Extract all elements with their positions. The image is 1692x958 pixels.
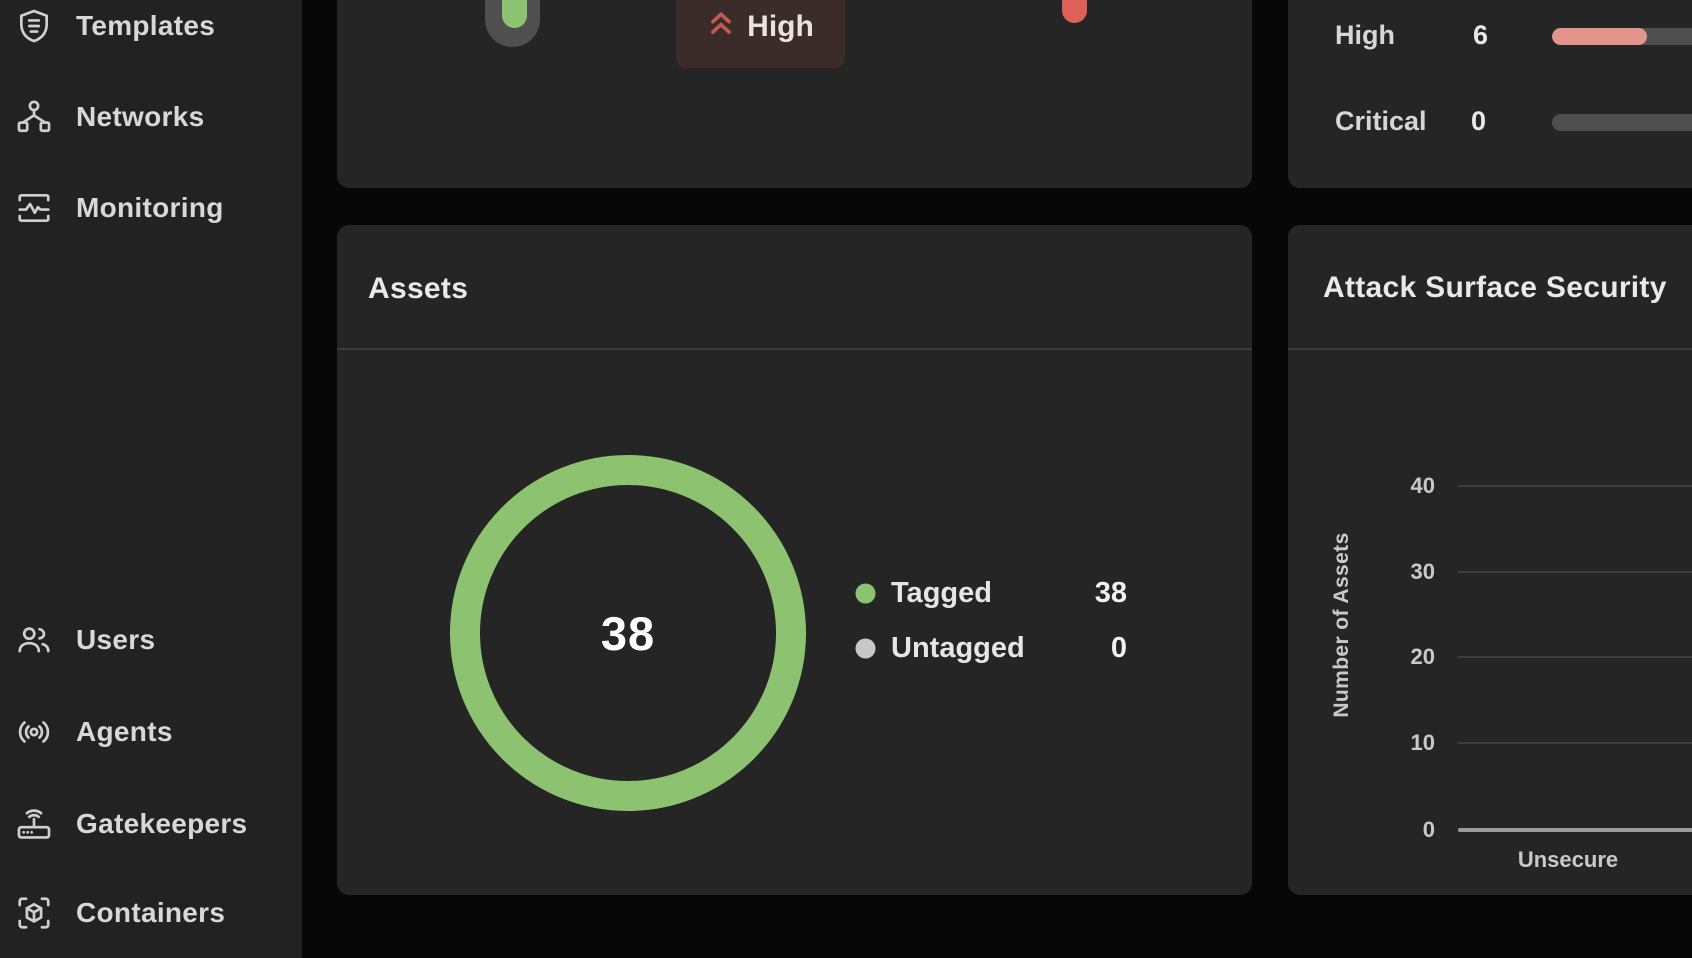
sidebar-item-label: Templates — [76, 10, 216, 41]
sidebar-item-label: Containers — [76, 897, 226, 928]
severity-row-value: 0 — [1471, 106, 1487, 136]
assets-total: 38 — [600, 606, 656, 660]
y-tick-40: 40 — [1410, 473, 1435, 498]
severity-summary-card: High 6 Critical 0 — [1288, 0, 1692, 188]
attack-surface-title: Attack Surface Security — [1323, 271, 1667, 304]
sidebar-item-monitoring[interactable]: Monitoring — [0, 185, 302, 231]
y-tick-10: 10 — [1410, 730, 1435, 755]
assets-donut-chart — [450, 455, 806, 811]
sidebar-item-templates[interactable]: Templates — [0, 3, 302, 49]
legend-item-tagged[interactable]: Tagged 38 — [855, 571, 1127, 615]
donut-ring-tagged — [450, 455, 806, 811]
legend-value: 0 — [1110, 631, 1127, 664]
y-tick-30: 30 — [1410, 559, 1435, 584]
tagged-dot-icon — [855, 583, 876, 603]
attack-surface-card: Attack Surface Security Number of Assets… — [1288, 225, 1692, 895]
legend-label: Untagged — [891, 631, 1025, 664]
severity-high-badge[interactable]: High — [676, 0, 845, 68]
severity-bar-high — [1552, 28, 1692, 45]
gauge-fill-red — [1062, 0, 1087, 23]
header-divider — [1288, 348, 1692, 350]
severity-gauges-card: High — [337, 0, 1252, 188]
sidebar-item-label: Gatekeepers — [76, 808, 248, 839]
cube-scan-icon — [12, 891, 56, 935]
router-icon — [12, 802, 56, 846]
y-tick-0: 0 — [1422, 817, 1435, 842]
untagged-dot-icon — [855, 638, 876, 658]
severity-row-label: Critical — [1335, 106, 1427, 136]
severity-badge-label: High — [747, 9, 814, 43]
sidebar-item-gatekeepers[interactable]: Gatekeepers — [0, 801, 302, 847]
severity-bar-critical — [1552, 114, 1692, 131]
gauge-fill-green — [502, 0, 527, 28]
severity-row-value: 6 — [1473, 20, 1489, 50]
sidebar-item-label: Users — [76, 624, 156, 655]
network-nodes-icon — [12, 95, 56, 139]
sidebar-item-label: Networks — [76, 101, 205, 132]
sidebar-item-users[interactable]: Users — [0, 617, 302, 663]
sidebar-item-label: Agents — [76, 716, 173, 747]
assets-card-title: Assets — [368, 272, 469, 305]
sidebar-item-agents[interactable]: Agents — [0, 709, 302, 755]
gridline-40 — [1458, 485, 1692, 487]
gridline-10 — [1458, 742, 1692, 744]
activity-monitor-icon — [12, 186, 56, 230]
legend-item-untagged[interactable]: Untagged 0 — [855, 626, 1127, 670]
gridline-20 — [1458, 656, 1692, 658]
severity-row-label: High — [1335, 20, 1395, 50]
x-axis-baseline — [1458, 828, 1692, 832]
attack-surface-header: Attack Surface Security — [1288, 225, 1692, 348]
y-axis-title: Number of Assets — [1330, 532, 1353, 718]
x-tick-unsecure: Unsecure — [1517, 847, 1619, 872]
severity-bar-high-fill — [1552, 28, 1647, 45]
shield-template-icon — [12, 4, 56, 48]
sidebar-item-networks[interactable]: Networks — [0, 94, 302, 140]
sidebar-item-containers[interactable]: Containers — [0, 890, 302, 936]
broadcast-icon — [12, 710, 56, 754]
assets-card-header: Assets — [337, 225, 1252, 348]
gridline-30 — [1458, 571, 1692, 573]
y-tick-20: 20 — [1410, 644, 1435, 669]
header-divider — [337, 348, 1252, 350]
chevrons-up-icon — [707, 9, 735, 44]
legend-label: Tagged — [891, 576, 992, 609]
legend-value: 38 — [1094, 576, 1127, 609]
assets-card: Assets 38 Tagged 38 Untagged 0 — [337, 225, 1252, 895]
sidebar-item-label: Monitoring — [76, 192, 224, 223]
users-icon — [12, 618, 56, 662]
sidebar: Templates Networks Monito — [0, 0, 302, 958]
